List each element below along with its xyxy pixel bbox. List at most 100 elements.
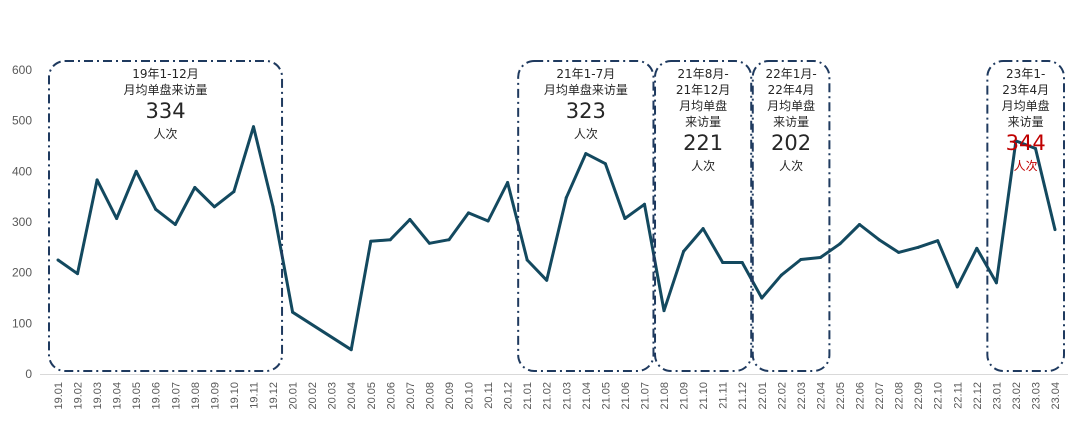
x-tick-label: 19.12 [268, 382, 280, 410]
data-point [682, 249, 686, 253]
y-axis: 0 100 200 300 400 500 600 [12, 63, 32, 381]
data-point [193, 186, 197, 190]
x-tick-label: 20.11 [483, 382, 495, 409]
annotation-label: 来访量 [1008, 115, 1044, 129]
data-point [369, 239, 373, 243]
data-point [838, 242, 842, 246]
data-point [251, 125, 255, 129]
x-tick-label: 21.04 [581, 382, 593, 410]
data-point [486, 219, 490, 223]
x-tick-label: 20.03 [327, 382, 339, 410]
x-tick-label: 22.02 [776, 382, 788, 410]
data-point [955, 285, 959, 289]
annotation-unit: 人次 [574, 127, 598, 141]
data-point [662, 309, 666, 313]
data-point [1033, 147, 1037, 151]
data-point [291, 310, 295, 314]
x-tick-label: 21.02 [542, 382, 554, 410]
x-tick-label: 22.06 [855, 382, 867, 410]
data-point [115, 216, 119, 220]
data-point [212, 205, 216, 209]
annotation-label: 21年8月- [677, 67, 728, 81]
y-tick-label: 300 [12, 215, 32, 229]
x-tick-label: 19.06 [151, 382, 163, 410]
x-tick-label: 20.04 [346, 382, 358, 410]
x-tick-label: 21.12 [737, 382, 749, 410]
x-tick-label: 22.12 [972, 382, 984, 410]
x-tick-label: 20.08 [424, 382, 436, 410]
x-tick-label: 20.06 [385, 382, 397, 410]
annotation-label: 22年4月 [768, 83, 815, 97]
annotation-label: 19年1-12月 [132, 67, 199, 81]
annotation-value: 202 [771, 131, 811, 155]
annotation-unit: 人次 [691, 159, 715, 173]
data-point [56, 258, 60, 262]
y-tick-label: 200 [12, 266, 32, 280]
annotation-unit: 人次 [779, 159, 803, 173]
x-tick-label: 21.03 [561, 382, 573, 410]
data-point [584, 152, 588, 156]
y-tick-label: 600 [12, 63, 32, 77]
x-tick-label: 23.01 [991, 382, 1003, 410]
annotation-frame [986, 60, 1066, 372]
x-tick-label: 22.08 [894, 382, 906, 410]
data-point [154, 207, 158, 211]
annotation-label: 23年1- [1006, 67, 1045, 81]
x-tick-label: 21.09 [679, 382, 691, 410]
y-tick-label: 100 [12, 316, 32, 330]
x-tick-label: 22.04 [815, 382, 827, 410]
data-point [897, 250, 901, 254]
data-point [232, 190, 236, 194]
data-point [447, 238, 451, 242]
x-tick-label: 21.07 [639, 382, 651, 410]
annotation-label: 来访量 [685, 115, 721, 129]
annotation-boxes: 19年1-12月月均单盘来访量334人次21年1-7月月均单盘来访量323人次2… [48, 60, 1066, 372]
x-tick-label: 22.11 [952, 382, 964, 409]
data-point [173, 223, 177, 227]
x-tick-label: 19.04 [112, 382, 124, 410]
data-point [936, 239, 940, 243]
x-tick-label: 21.08 [659, 382, 671, 410]
data-point [994, 281, 998, 285]
x-tick-label: 20.07 [405, 382, 417, 410]
x-tick-label: 22.03 [796, 382, 808, 410]
data-point [95, 178, 99, 182]
annotation-label: 23年4月 [1002, 83, 1049, 97]
x-tick-label: 21.01 [522, 382, 534, 410]
data-point [701, 227, 705, 231]
data-point [779, 273, 783, 277]
x-tick-label: 20.05 [366, 382, 378, 410]
annotation-label: 月均单盘 [679, 98, 727, 113]
x-tick-label: 23.03 [1030, 382, 1042, 410]
data-point [467, 211, 471, 215]
data-point [408, 217, 412, 221]
data-point [975, 246, 979, 250]
annotation-frame [751, 60, 831, 372]
x-tick-label: 22.09 [913, 382, 925, 410]
x-tick-label: 19.02 [73, 382, 85, 410]
x-tick-label: 19.10 [229, 382, 241, 410]
data-point [721, 261, 725, 265]
data-point [506, 180, 510, 184]
annotation-frame [48, 60, 284, 372]
data-point [564, 196, 568, 200]
x-tick-label: 20.10 [464, 382, 476, 410]
data-point [877, 238, 881, 242]
data-point [603, 162, 607, 166]
x-tick-label: 21.06 [620, 382, 632, 410]
annotation-value: 221 [683, 131, 723, 155]
annotation-label: 21年1-7月 [556, 67, 615, 81]
annotation-unit: 人次 [154, 127, 178, 141]
data-point [388, 238, 392, 242]
annotation-label: 月均单盘 [1002, 98, 1050, 113]
x-tick-label: 22.05 [835, 382, 847, 410]
x-tick-label: 19.08 [190, 382, 202, 410]
x-tick-label: 23.02 [1011, 382, 1023, 410]
x-tick-label: 20.01 [288, 382, 300, 410]
data-point [642, 202, 646, 206]
x-tick-label: 19.11 [248, 382, 260, 409]
annotation-value: 334 [145, 99, 185, 123]
